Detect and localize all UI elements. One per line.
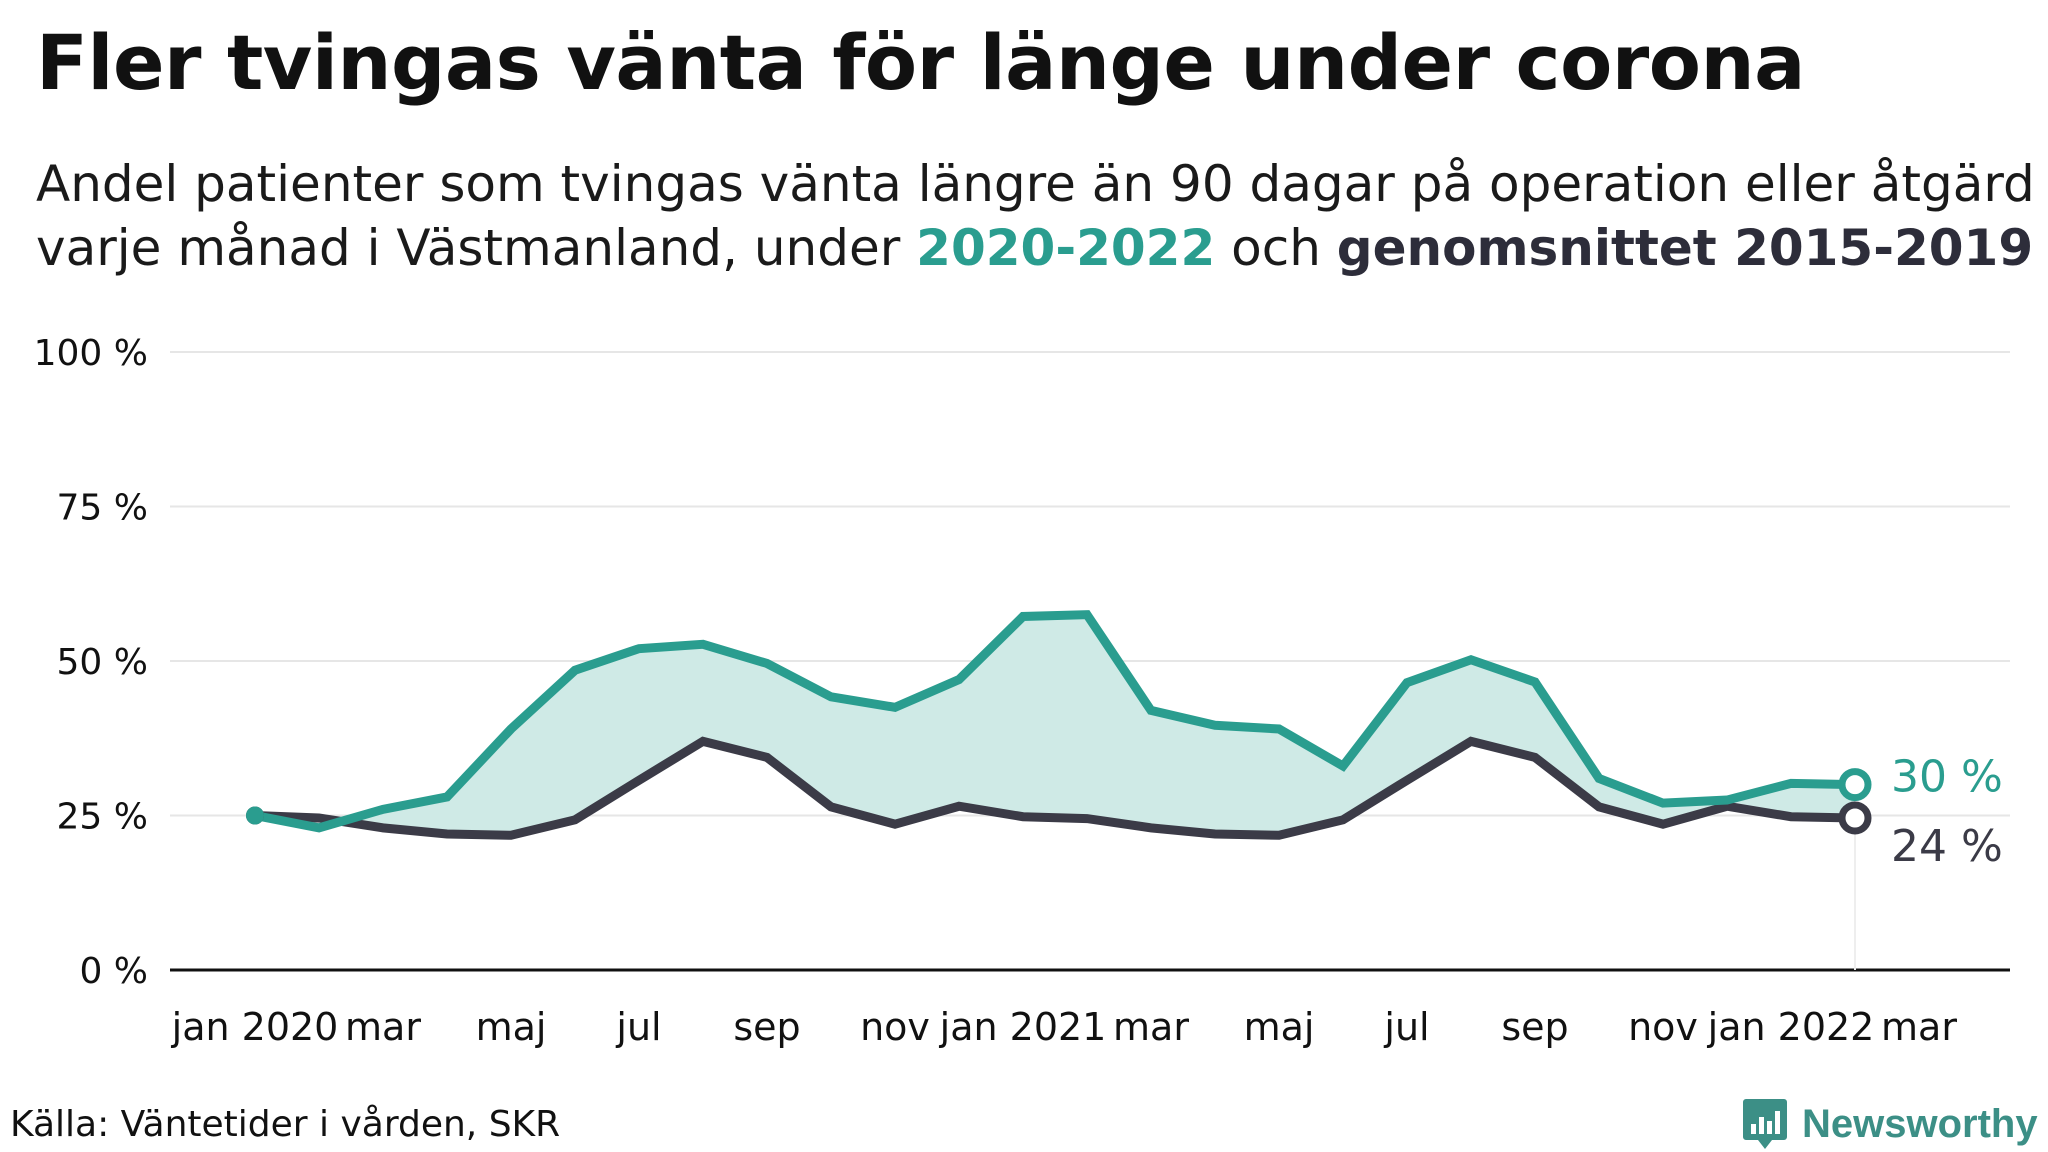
y-tick-label: 75 % [57,488,148,529]
x-tick-label: jul [615,1005,661,1049]
x-tick-label: maj [476,1005,547,1049]
x-tick-label: mar [1881,1005,1957,1049]
y-tick-label: 50 % [57,642,148,683]
chart-title: Fler tvingas vänta för länge under coron… [36,18,1805,107]
series-line-current [254,610,1856,833]
series-end-label: 30 % [1891,752,2003,803]
x-tick-label: jan 2020 [171,1005,339,1049]
subtitle-line2-middle: och [1215,219,1337,277]
series-end-label: 24 % [1891,821,2003,872]
x-tick-label: maj [1244,1005,1315,1049]
series-end-marker [1838,801,1872,835]
subtitle-line1: Andel patienter som tvingas vänta längre… [36,155,2035,213]
series-markers: 24 % 30 % [246,752,2003,872]
x-axis-tick-labels: jan 2020 mar maj jul sep nov jan 2021 mar maj jul… [171,1005,1958,1049]
newsworthy-logo-icon [1743,1099,1787,1149]
x-tick-label: jan 2022 [1707,1005,1875,1049]
series-start-marker [246,806,264,825]
y-axis-tick-labels: 0 % 25 % 50 % 75 % 100 % [34,333,148,992]
newsworthy-logo[interactable]: Newsworthy [1742,1096,2038,1152]
x-tick-label: sep [1501,1005,1568,1049]
chart-subtitle: Andel patienter som tvingas vänta längre… [36,152,2035,280]
series-lines [254,610,1856,840]
y-tick-label: 100 % [34,333,148,374]
series-line-average [254,736,1856,840]
x-tick-label: mar [345,1005,421,1049]
y-tick-label: 25 % [57,797,148,838]
x-tick-label: jul [1383,1005,1429,1049]
series-end-marker [1838,768,1872,802]
x-tick-label: nov [860,1005,930,1049]
x-tick-label: nov [1628,1005,1698,1049]
y-tick-label: 0 % [79,951,148,992]
line-chart: 0 %25 %50 %75 %100 % 24 %30 % jan 2020 ma… [34,333,2010,1049]
source-note: Källa: Väntetider i vården, SKR [10,1104,561,1145]
x-tick-label: mar [1113,1005,1189,1049]
x-tick-label: sep [733,1005,800,1049]
x-tick-label: jan 2021 [939,1005,1107,1049]
difference-area [255,614,1855,836]
logo-text: Newsworthy [1802,1101,2038,1146]
subtitle-average-period: genomsnittet 2015-2019 [1336,219,2034,277]
subtitle-line2-prefix: varje månad i Västmanland, under [36,219,917,277]
subtitle-current-period: 2020-2022 [916,219,1216,277]
